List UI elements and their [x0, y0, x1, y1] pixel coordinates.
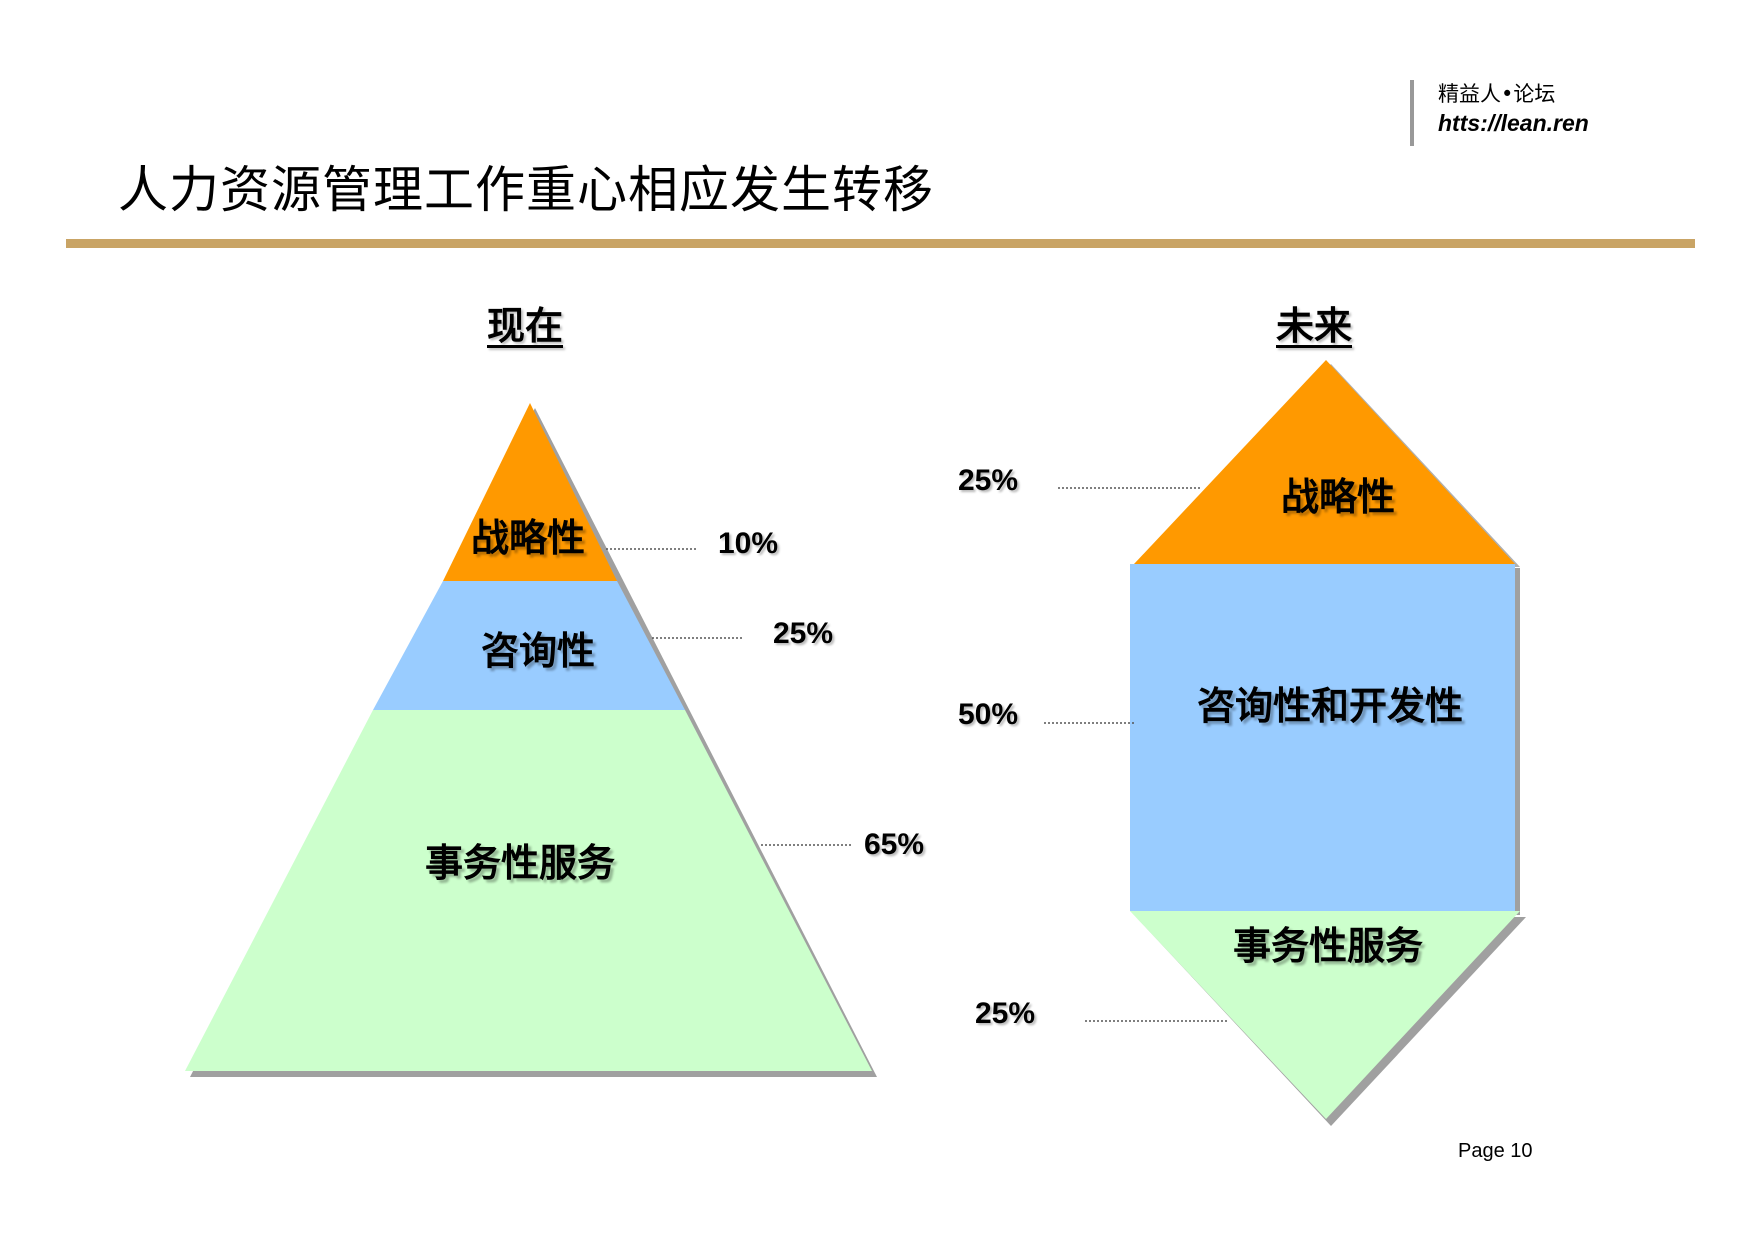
future-strategic-label: 战略性	[1280, 475, 1396, 519]
future-consulting-percent: 50%	[958, 698, 1019, 731]
pyramid-transactional-segment	[185, 710, 872, 1071]
now-transactional-label: 事务性服务	[424, 841, 616, 885]
future-strategic-percent: 25%	[958, 464, 1019, 497]
now-consulting-percent: 25%	[773, 617, 834, 650]
page-title: 人力资源管理工作重心相应发生转移	[118, 161, 934, 219]
heading-future: 未来	[1276, 304, 1353, 348]
page-number: Page 10	[1458, 1140, 1533, 1162]
future-transactional-percent: 25%	[975, 997, 1036, 1030]
now-transactional-percent: 65%	[864, 828, 925, 861]
future-strategic-segment	[1134, 360, 1515, 564]
heading-now: 现在	[487, 304, 564, 348]
now-consulting-label: 咨询性	[480, 629, 596, 673]
brand-block: 精益人•论坛 htts://lean.ren	[1410, 80, 1589, 146]
brand-url: htts://lean.ren	[1438, 110, 1589, 136]
future-consulting-segment	[1130, 564, 1515, 911]
future-transactional-label: 事务性服务	[1232, 924, 1424, 968]
pyramid-consulting-segment	[373, 581, 685, 710]
now-strategic-percent: 10%	[718, 527, 779, 560]
now-strategic-label: 战略性	[470, 516, 586, 560]
future-consulting-label: 咨询性和开发性	[1196, 684, 1464, 728]
brand-name: 精益人•论坛	[1438, 82, 1556, 106]
title-divider	[66, 239, 1695, 248]
pyramid-strategic-segment	[443, 403, 617, 581]
future-transactional-segment	[1130, 911, 1520, 1119]
